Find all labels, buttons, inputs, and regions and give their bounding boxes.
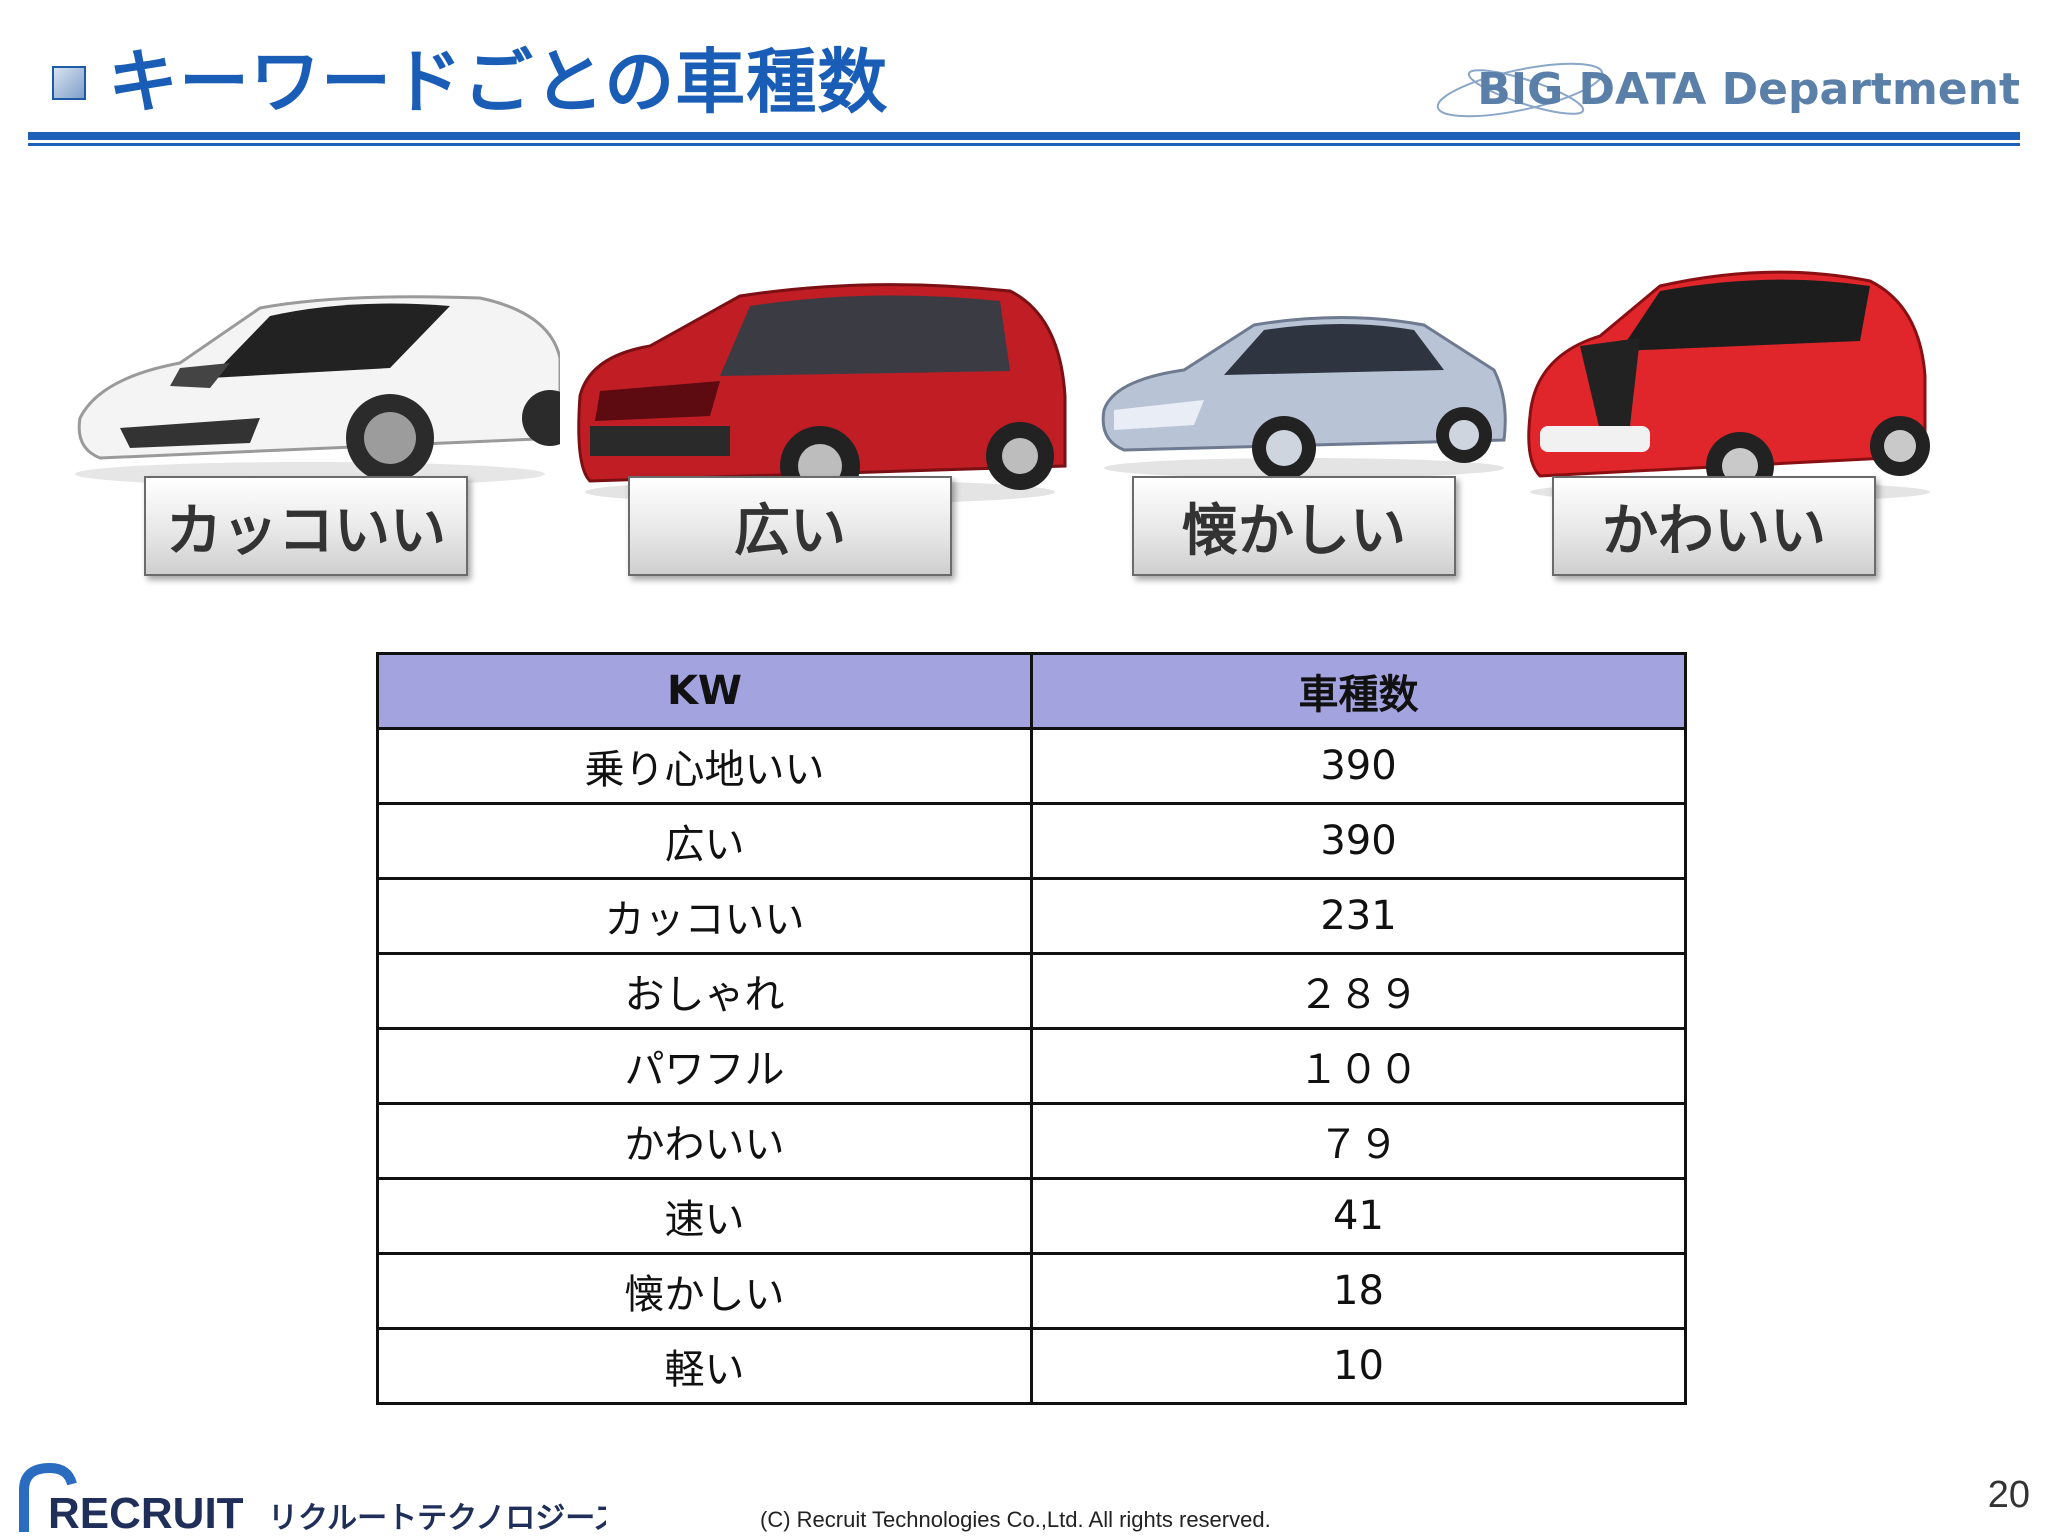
- keyword-cell: 広い: [376, 802, 1033, 880]
- keyword-label-hiroi: 広い: [628, 476, 952, 576]
- company-logo-text: RECRUIT: [48, 1489, 244, 1536]
- count-cell: 390: [1030, 802, 1687, 880]
- table-row: 速い 41: [376, 1177, 1687, 1255]
- company-kana-text: リクルートテクノロジーズ: [268, 1501, 606, 1536]
- column-header-kw: KW: [376, 652, 1033, 730]
- car-image-coupe: [1101, 316, 1507, 480]
- count-cell: 18: [1030, 1252, 1687, 1330]
- header-divider-thin: [28, 143, 2020, 146]
- keyword-cell: 懐かしい: [376, 1252, 1033, 1330]
- header-divider: [28, 132, 2020, 140]
- keyword-cell: 速い: [376, 1177, 1033, 1255]
- car-image-minivan: [577, 283, 1067, 506]
- keyword-cell: かわいい: [376, 1102, 1033, 1180]
- page-title: キーワードごとの車種数: [108, 41, 889, 123]
- count-cell: 10: [1030, 1327, 1687, 1405]
- keyword-label-kakkoii: カッコいい: [144, 476, 468, 576]
- department-name: BIG DATA Department: [1477, 64, 2020, 115]
- table-row: 乗り心地いい 390: [376, 727, 1687, 805]
- table-row: おしゃれ ２８９: [376, 952, 1687, 1030]
- table-row: 広い 390: [376, 802, 1687, 880]
- title-bullet-icon: [52, 66, 86, 100]
- table-row: パワフル １００: [376, 1027, 1687, 1105]
- swoosh-logo-icon: [1436, 62, 1604, 118]
- recruit-logo-icon: RECRUIT リクルートテクノロジーズ: [19, 1462, 606, 1536]
- count-cell: 390: [1030, 727, 1687, 805]
- table-header-row: KW 車種数: [376, 652, 1687, 730]
- page-number: 20: [1987, 1474, 2030, 1516]
- keyword-label-natsukashii: 懐かしい: [1132, 476, 1456, 576]
- copyright-text: (C) Recruit Technologies Co.,Ltd. All ri…: [760, 1507, 1271, 1532]
- keyword-cell: 乗り心地いい: [376, 727, 1033, 805]
- keyword-cell: おしゃれ: [376, 952, 1033, 1030]
- car-image-sports: [75, 295, 560, 486]
- keyword-car-count-table: KW 車種数 乗り心地いい 390 広い 390 カッコいい 231 おしゃれ …: [376, 652, 1687, 1405]
- count-cell: 41: [1030, 1177, 1687, 1255]
- car-image-mini: [1527, 270, 1930, 502]
- count-cell: １００: [1030, 1027, 1687, 1105]
- table-row: かわいい ７９: [376, 1102, 1687, 1180]
- count-cell: ７９: [1030, 1102, 1687, 1180]
- count-cell: 231: [1030, 877, 1687, 955]
- keyword-cell: カッコいい: [376, 877, 1033, 955]
- table-row: 懐かしい 18: [376, 1252, 1687, 1330]
- table-row: カッコいい 231: [376, 877, 1687, 955]
- column-header-count: 車種数: [1030, 652, 1687, 730]
- keyword-cell: パワフル: [376, 1027, 1033, 1105]
- keyword-label-kawaii: かわいい: [1552, 476, 1876, 576]
- count-cell: ２８９: [1030, 952, 1687, 1030]
- keyword-cell: 軽い: [376, 1327, 1033, 1405]
- table-row: 軽い 10: [376, 1327, 1687, 1405]
